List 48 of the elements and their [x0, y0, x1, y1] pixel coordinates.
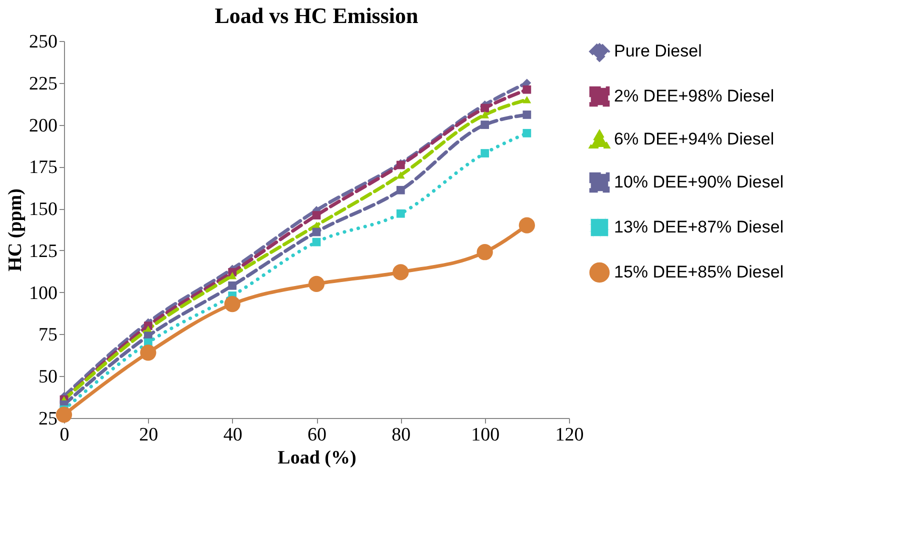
point	[480, 104, 490, 112]
legend-label: 13% DEE+87% Diesel	[614, 218, 784, 236]
point	[480, 111, 490, 118]
point	[312, 211, 321, 220]
point	[476, 244, 493, 260]
y-axis-title: HC (ppm)	[5, 188, 26, 272]
legend-label: 2% DEE+98% Diesel	[614, 86, 774, 106]
x-axis-title: Load (%)	[278, 448, 356, 468]
y-tick-label: 200	[29, 115, 58, 136]
point	[392, 264, 409, 280]
point	[140, 344, 156, 361]
point	[522, 85, 532, 94]
legend-label: 10% DEE+90% Diesel	[614, 172, 784, 192]
x-tick-label: 40	[223, 424, 242, 446]
y-tick-label: 150	[29, 199, 58, 220]
legend-label: 15% DEE+85% Diesel	[614, 262, 784, 282]
point	[312, 238, 321, 246]
point	[480, 149, 490, 158]
y-tick-label: 25	[38, 408, 58, 430]
x-tick-label: 20	[139, 424, 158, 446]
y-tick-label: 50	[38, 366, 58, 388]
point	[56, 406, 72, 423]
y-tick-label: 175	[29, 157, 58, 178]
y-tick-label: 75	[38, 324, 58, 346]
point	[522, 96, 532, 104]
y-tick-label: 225	[29, 73, 58, 94]
point	[308, 276, 325, 292]
y-tick-label: 125	[29, 240, 58, 262]
point	[522, 110, 532, 119]
x-tick-label: 100	[471, 424, 500, 446]
point	[228, 281, 237, 290]
x-tick-label: 120	[555, 424, 584, 446]
point	[480, 120, 490, 129]
point	[312, 228, 321, 236]
y-tick-label: 100	[29, 282, 58, 304]
point	[396, 209, 405, 218]
legend-label: Pure Diesel	[614, 42, 702, 60]
point	[522, 128, 532, 138]
x-tick-label: 0	[60, 424, 70, 446]
legend-label: 6% DEE+94% Diesel	[614, 130, 774, 148]
point	[396, 171, 405, 179]
point	[518, 217, 535, 234]
point	[224, 296, 240, 312]
chart-title: Load vs HC Emission	[214, 3, 418, 28]
y-tick-label: 250	[29, 32, 58, 52]
x-tick-label: 60	[308, 424, 326, 446]
x-tick-label: 80	[392, 424, 411, 446]
point	[396, 186, 405, 194]
